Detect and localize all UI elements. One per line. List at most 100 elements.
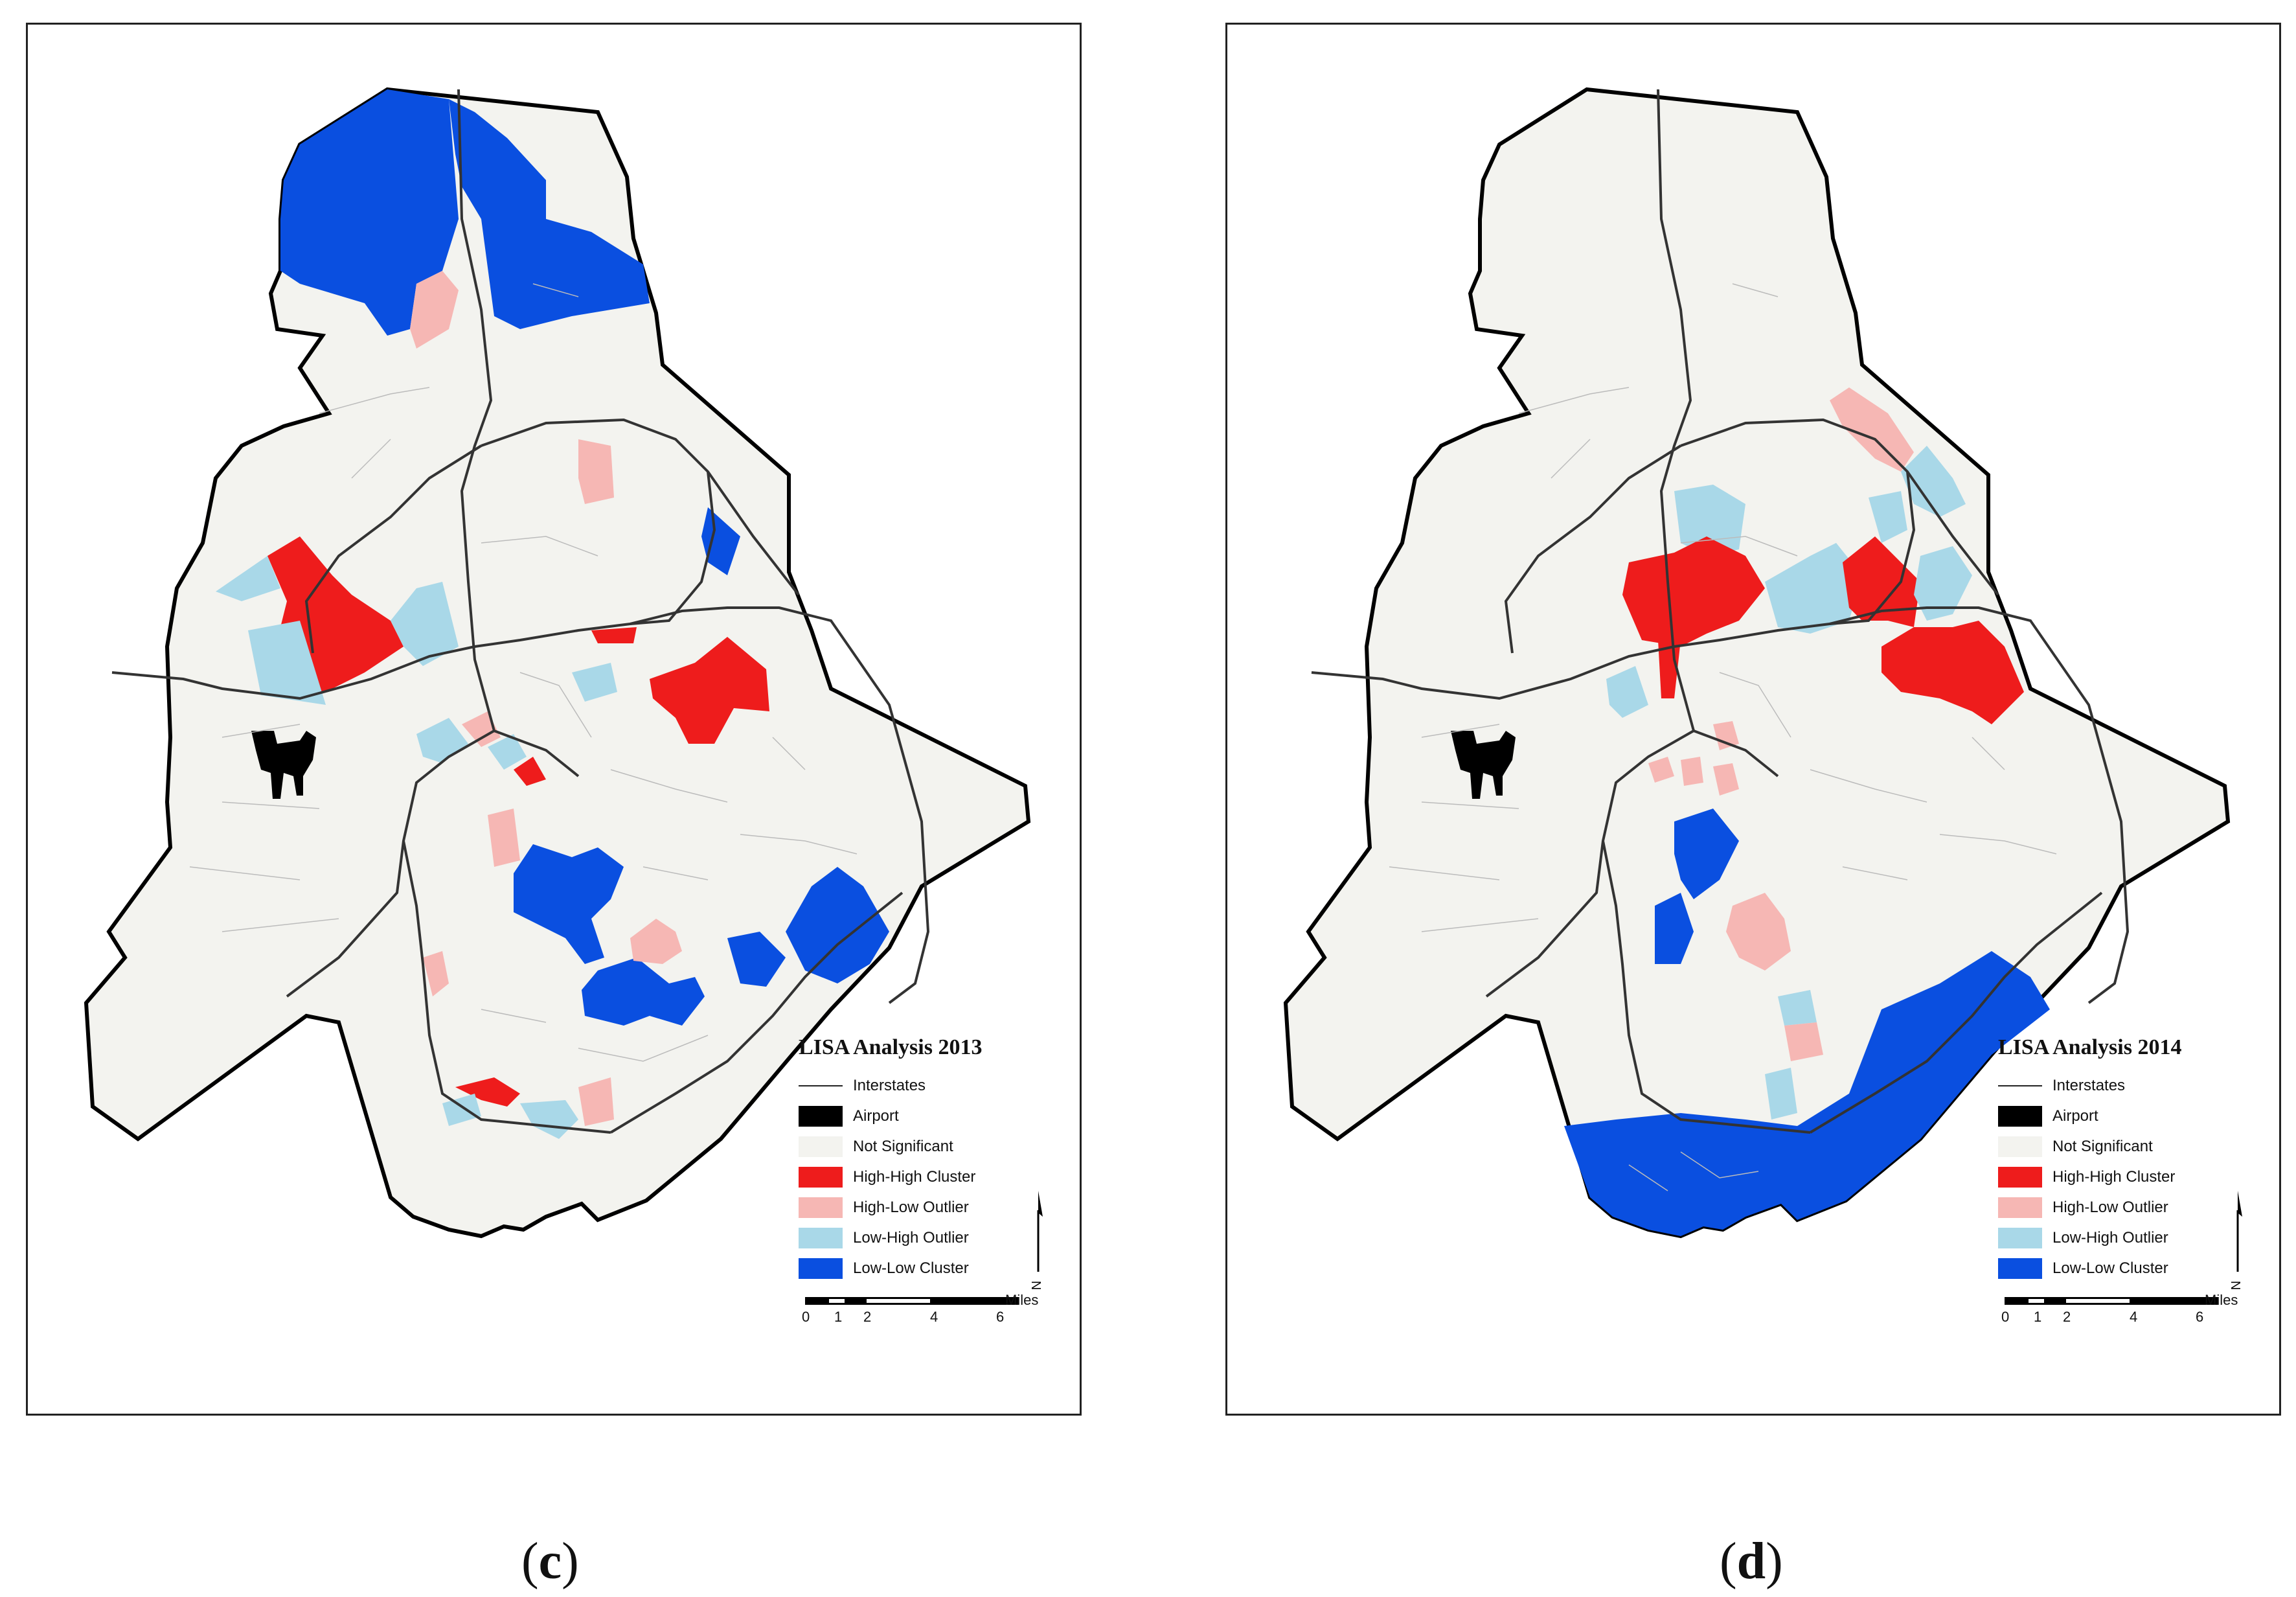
high-high-region-c3 — [650, 637, 769, 744]
high-low-region-c6 — [423, 951, 449, 996]
high-high-region-d1 — [1622, 536, 1765, 647]
high-high-region-c5 — [455, 1077, 520, 1107]
map-panel-d: LISA Analysis 2014 Interstates Airport N… — [1225, 23, 2281, 1416]
legend-label: Low-High Outlier — [853, 1228, 969, 1247]
high-high-region-d4 — [1881, 621, 2024, 724]
map-title: LISA Analysis 2014 — [1998, 1035, 2182, 1059]
low-high-region-c4 — [572, 663, 617, 702]
low-high-region-c6 — [488, 734, 527, 770]
high-high-region-c4 — [514, 757, 546, 786]
legend-swatch — [1998, 1166, 2042, 1188]
low-high-region-c7 — [442, 1094, 481, 1126]
low-low-region-c2 — [449, 99, 650, 329]
legend-swatch — [1998, 1197, 2042, 1218]
high-low-region-c5 — [630, 919, 682, 964]
high-low-region-d7 — [1784, 1022, 1823, 1061]
legend-row-interstates: Interstates — [1998, 1070, 2181, 1101]
low-high-region-d6 — [1606, 666, 1648, 718]
airport-c — [251, 731, 316, 799]
scale-tick: 2 — [2063, 1309, 2071, 1325]
legend-row-high-high: High-High Cluster — [799, 1162, 982, 1192]
legend-row-low-high: Low-High Outlier — [1998, 1223, 2181, 1253]
low-high-region-c3 — [391, 582, 459, 666]
low-low-region-c4 — [514, 844, 624, 964]
high-high-region-d3 — [1843, 536, 1920, 627]
scale-tick: 6 — [996, 1309, 1005, 1325]
tract-lines-c — [189, 283, 858, 1062]
high-low-region-d4 — [1681, 757, 1703, 786]
legend-label: Interstates — [2052, 1076, 2126, 1094]
high-low-region-d1 — [1830, 387, 1914, 472]
low-low-region-c5 — [582, 958, 705, 1026]
scale-unit: Miles — [1005, 1292, 1039, 1308]
scale-tick: 2 — [863, 1309, 872, 1325]
map-panel-c: LISA Analysis 2013 Interstates Airport N… — [26, 23, 1082, 1416]
caption-d: (d) — [1720, 1532, 1783, 1591]
low-high-region-c2 — [248, 621, 326, 705]
high-low-region-c4 — [488, 809, 520, 867]
legend-label: Low-Low Cluster — [853, 1259, 969, 1277]
low-high-region-d8 — [1765, 1068, 1797, 1120]
low-high-region-c1 — [216, 556, 280, 601]
caption-close: ) — [562, 1533, 579, 1590]
legend-c: LISA Analysis 2013 Interstates Airport N… — [799, 1035, 982, 1283]
legend-label: Low-High Outlier — [2052, 1228, 2168, 1247]
low-low-region-c3 — [701, 507, 740, 575]
high-low-region-c7 — [578, 1077, 614, 1126]
caption-open: ( — [1720, 1533, 1737, 1590]
legend-label: Interstates — [853, 1076, 926, 1094]
legend-row-low-low: Low-Low Cluster — [1998, 1253, 2181, 1283]
low-high-region-c8 — [520, 1100, 578, 1139]
north-arrow-c: N — [1030, 1191, 1044, 1290]
caption-close: ) — [1766, 1533, 1783, 1590]
high-low-region-c1 — [410, 271, 459, 349]
legend-row-not-significant: Not Significant — [799, 1131, 982, 1162]
interstates-c — [111, 89, 930, 1134]
legend-swatch — [799, 1197, 843, 1218]
map-d-svg — [1283, 87, 2231, 1239]
scale-tick: 1 — [2034, 1309, 2042, 1325]
scale-tick: 0 — [802, 1309, 810, 1325]
legend-row-high-low: High-Low Outlier — [799, 1192, 982, 1223]
caption-open: ( — [521, 1533, 539, 1590]
legend-row-high-low: High-Low Outlier — [1998, 1192, 2181, 1223]
high-low-region-d3 — [1648, 757, 1674, 783]
legend-row-high-high: High-High Cluster — [1998, 1162, 2181, 1192]
scale-tick: 0 — [2001, 1309, 2010, 1325]
legend-label: Low-Low Cluster — [2052, 1259, 2168, 1277]
legend-row-interstates: Interstates — [799, 1070, 982, 1101]
scale-bar-d: Miles 0 1 2 4 6 — [2001, 1292, 2247, 1333]
caption-c: (c) — [521, 1532, 579, 1591]
scale-tick: 4 — [930, 1309, 938, 1325]
north-label: N — [1030, 1281, 1044, 1290]
legend-label: High-Low Outlier — [2052, 1198, 2168, 1216]
high-low-region-c2 — [578, 439, 614, 504]
legend-label: High-High Cluster — [853, 1167, 976, 1186]
legend-swatch — [799, 1258, 843, 1279]
legend-swatch — [1998, 1085, 2042, 1086]
legend-row-not-significant: Not Significant — [1998, 1131, 2181, 1162]
low-high-region-d4 — [1765, 543, 1862, 634]
tract-lines-d — [1389, 283, 2057, 1191]
legend-swatch — [799, 1085, 843, 1086]
airport-d — [1451, 731, 1516, 799]
north-label: N — [2229, 1281, 2244, 1290]
low-high-region-d1 — [1901, 446, 1966, 517]
low-high-region-d5 — [1914, 546, 1972, 621]
map-title: LISA Analysis 2013 — [799, 1035, 983, 1059]
low-low-region-c7 — [786, 867, 889, 983]
low-high-region-d7 — [1778, 990, 1817, 1026]
legend-swatch — [1998, 1258, 2042, 1279]
legend-row-low-high: Low-High Outlier — [799, 1223, 982, 1253]
legend-label: High-High Cluster — [2052, 1167, 2176, 1186]
legend-row-low-low: Low-Low Cluster — [799, 1253, 982, 1283]
high-low-region-d5 — [1713, 763, 1739, 796]
scale-tick: 6 — [2196, 1309, 2204, 1325]
legend-swatch — [1998, 1136, 2042, 1157]
high-low-region-d6 — [1726, 893, 1791, 971]
legend-swatch — [799, 1136, 843, 1157]
interstates-d — [1311, 89, 2130, 1134]
map-c-svg — [84, 87, 1031, 1239]
legend-d: LISA Analysis 2014 Interstates Airport N… — [1998, 1035, 2181, 1283]
low-low-region-c1 — [280, 89, 459, 336]
